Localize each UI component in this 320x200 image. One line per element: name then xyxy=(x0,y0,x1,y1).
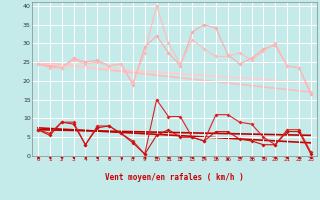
X-axis label: Vent moyen/en rafales ( km/h ): Vent moyen/en rafales ( km/h ) xyxy=(105,174,244,182)
